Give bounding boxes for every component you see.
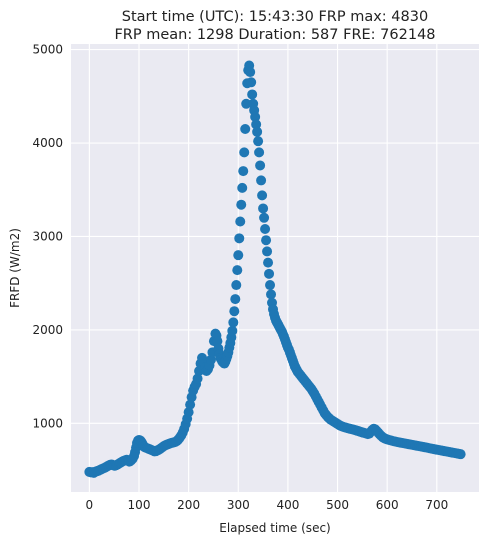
data-point bbox=[229, 306, 240, 317]
data-points bbox=[84, 60, 466, 478]
data-point bbox=[245, 67, 256, 78]
data-point bbox=[238, 166, 249, 177]
data-point bbox=[250, 111, 261, 122]
data-point bbox=[185, 399, 196, 410]
data-point bbox=[212, 336, 223, 347]
x-tick-label: 0 bbox=[86, 498, 94, 512]
data-point bbox=[237, 182, 248, 193]
data-point bbox=[251, 119, 262, 130]
x-tick-label: 300 bbox=[227, 498, 250, 512]
data-point bbox=[252, 126, 263, 137]
x-tick-label: 400 bbox=[276, 498, 299, 512]
data-point bbox=[259, 212, 270, 223]
chart-title-line-2: FRP mean: 1298 Duration: 587 FRE: 762148 bbox=[114, 27, 435, 43]
data-point bbox=[255, 160, 266, 171]
data-point bbox=[256, 175, 267, 186]
data-point bbox=[253, 136, 264, 147]
x-tick-label: 700 bbox=[425, 498, 448, 512]
x-tick-label: 200 bbox=[177, 498, 200, 512]
data-point bbox=[236, 199, 247, 210]
data-point bbox=[455, 449, 466, 460]
data-point bbox=[246, 77, 257, 88]
tick-labels: 0 100 200 300 400 500 600 700 1000 2000 3000 4000 50… bbox=[32, 43, 448, 512]
data-point bbox=[232, 265, 243, 276]
data-point bbox=[266, 289, 277, 300]
data-point bbox=[192, 373, 203, 384]
data-point bbox=[227, 325, 238, 336]
data-point bbox=[264, 268, 275, 279]
y-axis-label: FRFD (W/m2) bbox=[8, 228, 22, 308]
data-point bbox=[241, 98, 252, 109]
data-point bbox=[183, 407, 194, 418]
data-point bbox=[262, 246, 273, 257]
x-axis-label: Elapsed time (sec) bbox=[219, 521, 330, 535]
y-tick-label: 3000 bbox=[32, 229, 63, 243]
data-point bbox=[260, 223, 271, 234]
plot-background bbox=[71, 44, 479, 492]
x-tick-label: 600 bbox=[376, 498, 399, 512]
data-point bbox=[228, 317, 239, 328]
data-point bbox=[239, 147, 250, 158]
gridlines bbox=[71, 44, 479, 492]
data-point bbox=[235, 216, 246, 227]
data-point bbox=[233, 250, 244, 261]
data-point bbox=[261, 235, 272, 246]
x-tick-label: 500 bbox=[326, 498, 349, 512]
data-point bbox=[205, 354, 216, 365]
y-tick-label: 4000 bbox=[32, 136, 63, 150]
data-point bbox=[240, 124, 251, 135]
data-point bbox=[257, 190, 268, 201]
data-point bbox=[231, 280, 242, 291]
data-point bbox=[234, 233, 245, 244]
data-point bbox=[230, 294, 241, 305]
data-point bbox=[247, 89, 258, 100]
y-tick-label: 5000 bbox=[32, 43, 63, 57]
data-point bbox=[263, 257, 274, 268]
x-tick-label: 100 bbox=[128, 498, 151, 512]
y-tick-label: 2000 bbox=[32, 323, 63, 337]
chart-title-line-1: Start time (UTC): 15:43:30 FRP max: 4830 bbox=[122, 9, 428, 25]
data-point bbox=[254, 147, 265, 158]
y-tick-label: 1000 bbox=[32, 416, 63, 430]
data-point bbox=[258, 203, 269, 214]
data-point bbox=[265, 280, 276, 291]
